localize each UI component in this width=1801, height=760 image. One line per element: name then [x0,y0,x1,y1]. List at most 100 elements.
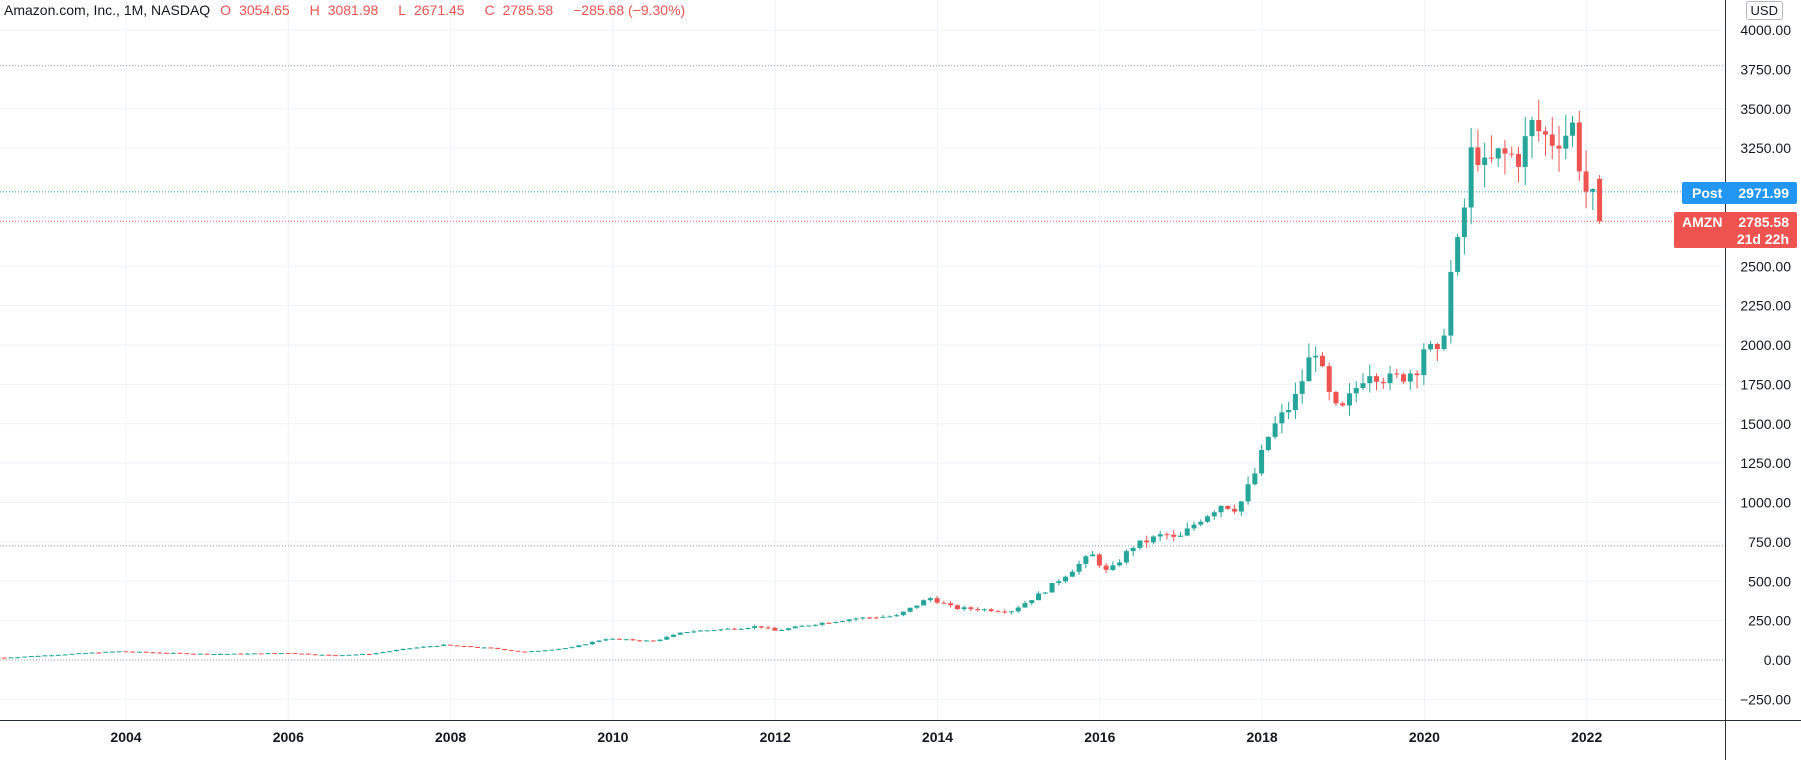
candle-body [522,651,528,653]
x-tick-label: 2014 [922,729,953,745]
y-tick-label: 2000.00 [1740,337,1791,353]
candle-body [380,652,386,654]
candle-body [1299,381,1305,394]
candle-body [312,654,318,656]
candle-body [123,651,129,653]
candle-body [839,621,845,623]
candle-body [1049,583,1055,593]
candle-body [1245,484,1251,502]
candle-body [393,649,399,652]
candle-body [143,651,149,653]
candle-body [1529,119,1535,137]
candle-body [1184,528,1190,536]
candle-body [1265,436,1271,451]
candle-body [1069,571,1075,577]
x-tick-label: 2016 [1084,729,1115,745]
candle-body [360,653,366,655]
candle-body [921,600,927,606]
candle-body [1495,148,1501,159]
y-tick-label: 3750.00 [1740,61,1791,77]
x-tick-label: 2010 [597,729,628,745]
candle-body [1083,556,1089,564]
candle-body [704,630,710,632]
candle-body [1319,355,1325,367]
candle-body [224,653,230,655]
candle-body [860,617,866,619]
candle-body [1401,374,1407,382]
candle-body [853,618,859,620]
candle-body [779,630,785,632]
candle-body [914,605,920,608]
candle-body [1313,355,1319,358]
candle-body [900,611,906,616]
candle-body [35,655,41,657]
candle-body [299,653,305,655]
candle-body [1434,344,1440,349]
candle-body [819,622,825,625]
candle-body [96,652,102,654]
candle-body [1238,501,1244,512]
candle-body [718,629,724,631]
candle-body [1150,536,1156,543]
candle-body [245,653,251,655]
candle-body [975,609,981,611]
candle-body [454,645,460,647]
candle-body [731,628,737,630]
candle-body [1076,563,1082,572]
candle-body [677,632,683,635]
candle-body [1036,593,1042,601]
candle-body [420,646,426,648]
candle-body [1110,565,1116,570]
candle-body [799,625,805,627]
candle-body [812,624,818,626]
candle-body [8,657,14,659]
candle-body [1292,393,1298,410]
candle-body [1387,373,1393,384]
candle-body [191,653,197,655]
candle-body [1590,189,1596,192]
symbol-title: Amazon.com, Inc., 1M, NASDAQ [4,2,211,18]
candle-body [501,649,507,651]
candle-body [529,651,535,653]
last-label: AMZN [1682,214,1723,230]
candle-body [231,653,237,655]
candle-body [427,646,433,648]
candle-body [1,657,7,659]
candle-body [657,639,663,641]
candle-body [630,639,636,641]
candle-body [670,634,676,637]
candle-body [1394,373,1400,375]
candle-body [1455,237,1461,272]
candle-body [907,607,913,612]
candle-body [1015,607,1021,612]
candle-body [1063,576,1069,582]
candle-body [1042,592,1048,594]
candle-body [103,651,109,653]
candle-body [792,626,798,629]
candle-body [130,651,136,653]
candle-body [305,653,311,655]
y-tick-label: 4000.00 [1740,22,1791,38]
y-tick-label: 1250.00 [1740,455,1791,471]
candle-body [1123,551,1129,563]
currency-button[interactable]: USD [1745,1,1783,20]
candle-body [785,628,791,631]
candle-body [1475,147,1481,165]
candle-body [1157,534,1163,537]
candle-body [366,653,372,655]
candle-body [258,653,264,655]
candle-body [272,653,278,655]
candle-body [880,616,886,618]
candle-body [1218,505,1224,513]
candle-body [1522,136,1528,167]
candle-body [251,653,257,655]
candle-body [400,648,406,650]
candle-body [1205,516,1211,522]
candle-body [1543,131,1549,135]
candle-body [1002,611,1008,613]
y-tick-label: 1500.00 [1740,416,1791,432]
candle-body [1488,157,1494,159]
candle-body [170,652,176,654]
